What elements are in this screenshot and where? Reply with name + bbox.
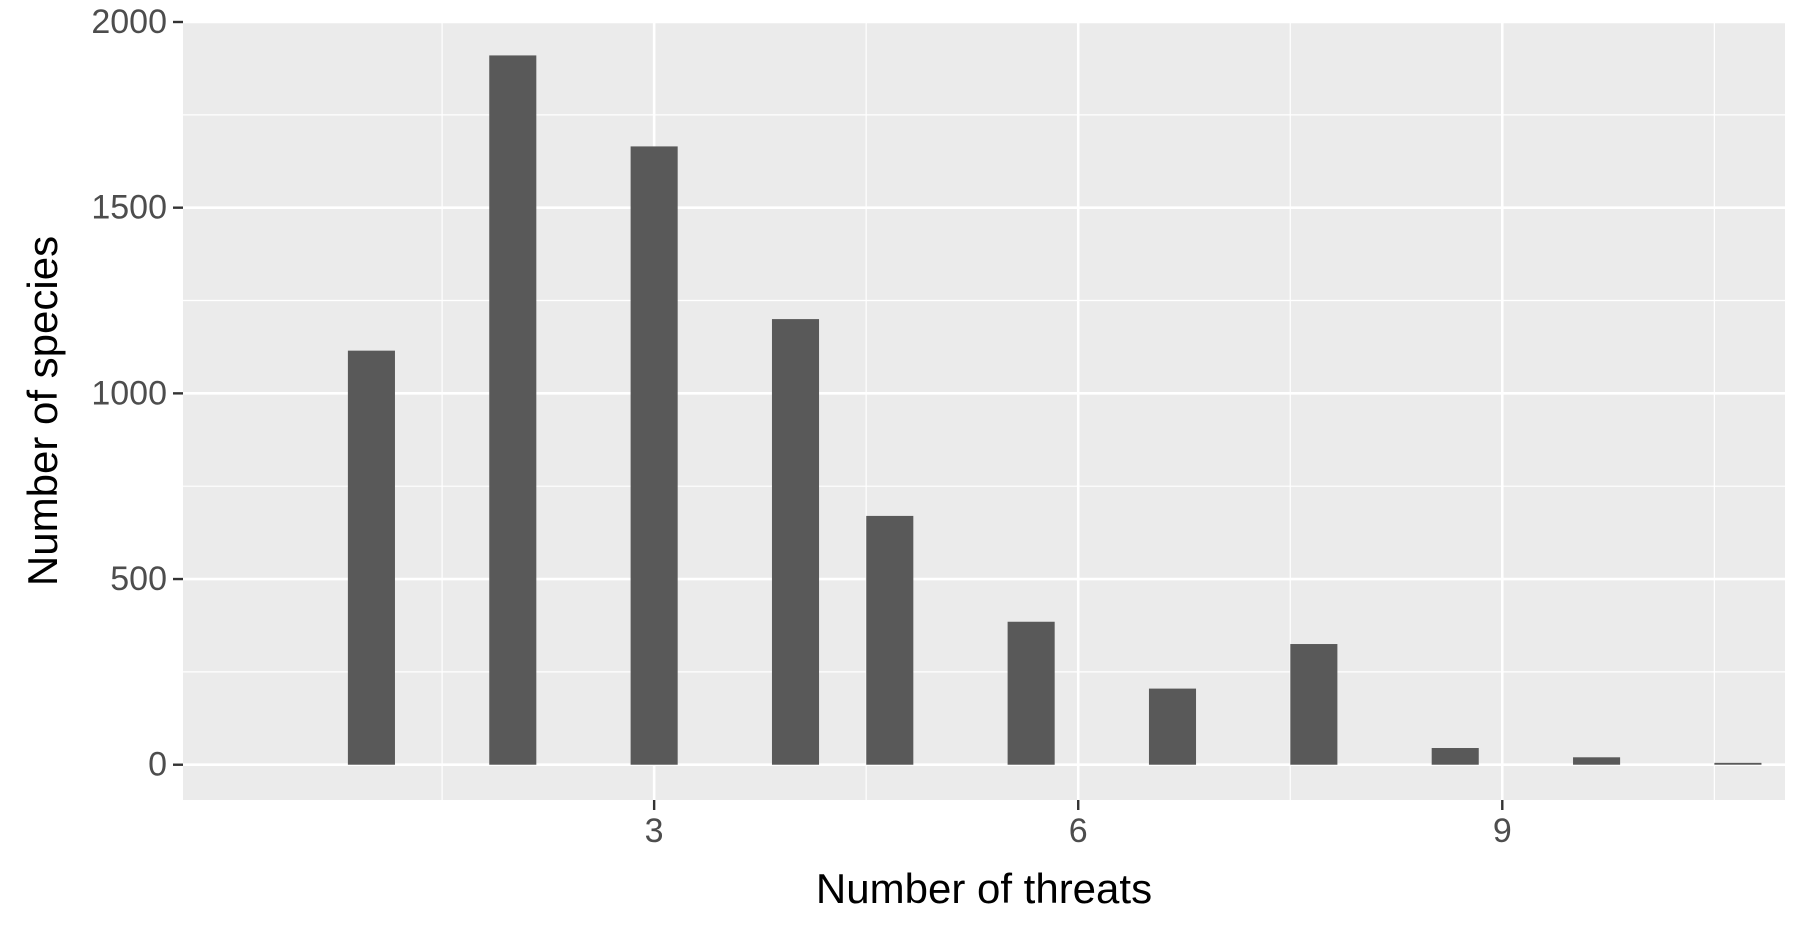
bar <box>1148 688 1197 765</box>
bar <box>1714 762 1762 765</box>
x-tick-label: 6 <box>1069 812 1088 850</box>
minor-gridlines <box>183 22 1785 800</box>
plot-panel <box>183 22 1785 800</box>
y-axis: 0 500 1000 1500 2000 <box>91 3 183 784</box>
bar <box>866 515 914 765</box>
x-tick-label: 9 <box>1493 812 1512 850</box>
x-tick-label: 3 <box>645 812 664 850</box>
bar <box>1573 757 1621 765</box>
bar <box>771 319 820 765</box>
x-axis: 3 6 9 <box>645 800 1512 850</box>
bar <box>630 146 678 765</box>
y-tick-label: 1000 <box>91 374 167 412</box>
y-axis-title: Number of species <box>19 236 66 586</box>
bars <box>347 55 1762 765</box>
bar <box>347 350 395 765</box>
y-tick-label: 500 <box>110 560 167 598</box>
bar <box>1007 621 1055 765</box>
x-axis-title: Number of threats <box>816 865 1152 912</box>
y-tick-label: 1500 <box>91 189 167 227</box>
y-tick-label: 0 <box>148 746 167 784</box>
bar <box>1290 644 1338 765</box>
major-gridlines <box>183 20 1785 800</box>
bar <box>1431 748 1479 765</box>
y-tick-label: 2000 <box>91 3 167 41</box>
bar <box>489 55 537 765</box>
